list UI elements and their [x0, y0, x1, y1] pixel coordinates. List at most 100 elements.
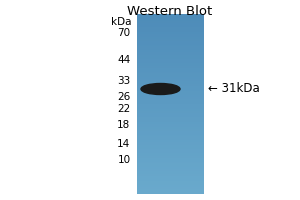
Bar	[136, 190, 204, 192]
Bar	[136, 118, 204, 120]
Text: 33: 33	[117, 76, 130, 86]
Bar	[136, 37, 204, 39]
Bar	[136, 181, 204, 183]
Bar	[136, 72, 204, 73]
Bar	[136, 108, 204, 109]
Bar	[136, 124, 204, 126]
Bar	[136, 176, 204, 178]
Bar	[136, 189, 204, 190]
Bar	[136, 84, 204, 86]
Bar	[136, 160, 204, 162]
Bar	[136, 43, 204, 45]
Bar	[136, 135, 204, 136]
Bar	[136, 48, 204, 50]
Bar	[136, 178, 204, 180]
Ellipse shape	[141, 83, 180, 94]
Bar	[136, 93, 204, 95]
Bar	[136, 174, 204, 176]
Bar	[136, 41, 204, 43]
Bar	[136, 185, 204, 187]
Text: 14: 14	[117, 139, 130, 149]
Bar	[136, 140, 204, 142]
Bar	[136, 30, 204, 32]
Bar	[136, 163, 204, 165]
Bar	[136, 50, 204, 52]
Bar	[136, 73, 204, 75]
Bar	[136, 28, 204, 30]
Bar	[136, 145, 204, 147]
Bar	[136, 14, 204, 16]
Bar	[136, 172, 204, 174]
Bar	[136, 77, 204, 79]
Bar	[136, 131, 204, 133]
Bar	[136, 34, 204, 36]
Bar	[136, 52, 204, 54]
Bar	[136, 32, 204, 34]
Bar	[136, 97, 204, 99]
Text: 10: 10	[117, 155, 130, 165]
Bar	[136, 165, 204, 167]
Bar	[136, 64, 204, 66]
Bar	[136, 171, 204, 172]
Text: ← 31kDa: ← 31kDa	[208, 82, 260, 95]
Bar	[136, 126, 204, 127]
Bar	[136, 117, 204, 118]
Bar	[136, 129, 204, 131]
Bar	[136, 39, 204, 41]
Bar	[136, 21, 204, 23]
Bar	[136, 127, 204, 129]
Bar	[136, 66, 204, 68]
Bar	[136, 136, 204, 138]
Text: Western Blot: Western Blot	[127, 5, 212, 18]
Bar	[136, 167, 204, 169]
Bar	[136, 169, 204, 171]
Bar	[136, 122, 204, 124]
Bar	[136, 79, 204, 81]
Text: 70: 70	[117, 28, 130, 38]
Bar	[136, 57, 204, 59]
Bar	[136, 82, 204, 84]
Bar	[136, 36, 204, 37]
Bar	[136, 113, 204, 115]
Bar	[136, 86, 204, 88]
Bar	[136, 95, 204, 97]
Bar	[136, 192, 204, 194]
Bar	[136, 106, 204, 108]
Bar	[136, 100, 204, 102]
Bar	[136, 120, 204, 122]
Bar	[136, 45, 204, 46]
Bar	[136, 162, 204, 163]
Text: 44: 44	[117, 55, 130, 65]
Bar	[136, 102, 204, 104]
Bar	[136, 90, 204, 91]
Bar	[136, 25, 204, 27]
Bar	[136, 70, 204, 72]
Bar	[136, 16, 204, 18]
Bar	[136, 68, 204, 70]
Bar	[136, 61, 204, 63]
Text: kDa: kDa	[112, 17, 132, 27]
Bar	[136, 23, 204, 25]
Bar	[136, 158, 204, 160]
Bar	[136, 142, 204, 144]
Bar	[136, 109, 204, 111]
Bar	[136, 154, 204, 156]
Bar	[136, 133, 204, 135]
Bar	[136, 138, 204, 140]
Text: 18: 18	[117, 120, 130, 130]
Bar	[136, 54, 204, 55]
Bar	[136, 104, 204, 106]
Bar	[136, 183, 204, 185]
Text: 26: 26	[117, 92, 130, 102]
Bar	[136, 147, 204, 149]
Bar	[136, 59, 204, 61]
Bar	[136, 27, 204, 28]
Bar	[136, 81, 204, 82]
Bar	[136, 63, 204, 64]
Bar	[136, 156, 204, 158]
Bar	[136, 153, 204, 154]
Bar	[136, 88, 204, 90]
Bar	[136, 151, 204, 153]
Bar	[136, 111, 204, 113]
Bar	[136, 19, 204, 21]
